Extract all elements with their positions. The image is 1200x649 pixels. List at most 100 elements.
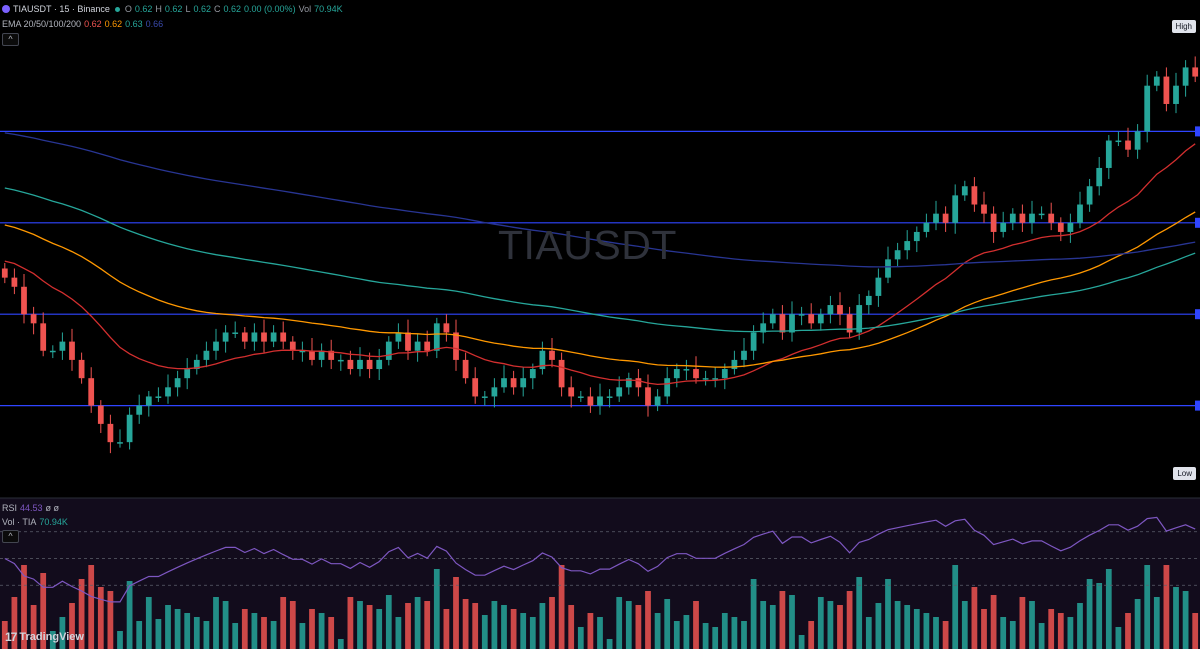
volume-bar bbox=[453, 577, 459, 649]
candle-body bbox=[587, 396, 594, 406]
volume-bar bbox=[318, 613, 325, 649]
candle-body bbox=[904, 241, 911, 251]
candle-body bbox=[174, 378, 181, 388]
candle-body bbox=[481, 396, 488, 398]
volume-bar bbox=[568, 605, 575, 649]
candle-body bbox=[942, 213, 949, 223]
candle-body bbox=[673, 369, 680, 379]
ema-legend[interactable]: EMA 20/50/100/200 0.62 0.62 0.63 0.66 bbox=[2, 19, 163, 29]
volume-bar bbox=[1086, 579, 1093, 649]
candle-body bbox=[625, 378, 632, 388]
candle-body bbox=[1192, 67, 1199, 77]
candle-body bbox=[309, 350, 315, 360]
candle-body bbox=[1000, 222, 1007, 232]
volume-bar bbox=[875, 603, 882, 649]
volume-bar bbox=[693, 601, 699, 649]
candle-body bbox=[69, 341, 75, 360]
volume-bar bbox=[1163, 565, 1170, 649]
volume-bar bbox=[529, 617, 536, 649]
candle-body bbox=[894, 250, 901, 260]
volume-bar bbox=[1, 621, 8, 649]
volume-bar bbox=[443, 609, 450, 649]
volume-bar bbox=[69, 603, 75, 649]
volume-bar bbox=[789, 595, 795, 649]
volume-bar bbox=[664, 599, 671, 649]
volume-bar bbox=[510, 609, 517, 649]
rsi-legend[interactable]: RSI 44.53 ø ø bbox=[2, 503, 59, 513]
candle-body bbox=[721, 369, 728, 379]
volume-bar bbox=[741, 621, 747, 649]
volume-bar bbox=[107, 591, 114, 649]
candle-body bbox=[597, 396, 603, 406]
candle-body bbox=[136, 405, 143, 415]
volume-bar bbox=[952, 565, 959, 649]
candle-body bbox=[1163, 76, 1170, 104]
volume-bar bbox=[625, 601, 632, 649]
candle-body bbox=[1048, 213, 1055, 223]
volume-bar bbox=[462, 599, 469, 649]
candle-body bbox=[510, 378, 517, 388]
candle-body bbox=[30, 314, 37, 324]
volume-bar bbox=[913, 609, 920, 649]
symbol-title[interactable]: TIAUSDT · 15 · Binance bbox=[13, 4, 110, 14]
candle-body bbox=[645, 387, 651, 406]
candle-body bbox=[1, 268, 8, 278]
volume-bar bbox=[59, 617, 66, 649]
open-key: O bbox=[124, 4, 132, 14]
volume-bar bbox=[1173, 587, 1179, 649]
candle-body bbox=[232, 332, 239, 334]
candle-body bbox=[827, 305, 834, 315]
candle-body bbox=[1077, 204, 1083, 223]
volume-legend[interactable]: Vol · TIA 70.94K bbox=[2, 517, 68, 527]
candle-body bbox=[933, 213, 939, 223]
ema50-value: 0.62 bbox=[104, 19, 123, 29]
candle-body bbox=[664, 378, 671, 397]
candle-body bbox=[529, 369, 536, 379]
candle-body bbox=[491, 387, 498, 397]
volume-bar bbox=[261, 617, 267, 649]
high-price-label: High bbox=[1171, 20, 1196, 33]
candle-body bbox=[405, 332, 411, 351]
volume-bar bbox=[865, 617, 872, 649]
candle-body bbox=[913, 231, 920, 242]
candle-body bbox=[385, 341, 392, 360]
volume-bar bbox=[203, 621, 210, 649]
volume-bar bbox=[155, 619, 162, 649]
candle-body bbox=[40, 323, 47, 351]
volume-bar bbox=[721, 613, 728, 649]
symbol-legend: TIAUSDT · 15 · Binance O 0.62 H 0.62 L 0.62… bbox=[2, 4, 343, 14]
collapse-indicators-button[interactable]: ^ bbox=[2, 530, 19, 543]
high-value: 0.62 bbox=[164, 4, 183, 14]
candle-body bbox=[347, 359, 354, 370]
volume-bar bbox=[981, 609, 987, 649]
volume-bar bbox=[1067, 617, 1074, 649]
candle-body bbox=[270, 332, 277, 342]
candle-body bbox=[453, 332, 459, 360]
candle-body bbox=[107, 423, 114, 443]
candle-body bbox=[117, 442, 123, 444]
candle-body bbox=[558, 359, 565, 388]
volume-bar bbox=[942, 621, 949, 649]
volume-bar bbox=[405, 603, 411, 649]
ema20-line bbox=[4, 143, 1196, 386]
candle-body bbox=[1153, 76, 1160, 86]
volume-bar bbox=[1077, 603, 1083, 649]
volume-bar bbox=[731, 617, 738, 649]
volume-bar bbox=[616, 597, 623, 649]
volume-bar bbox=[270, 621, 277, 649]
candle-body bbox=[11, 277, 18, 287]
volume-bar bbox=[779, 591, 786, 649]
volume-bar bbox=[1029, 601, 1035, 649]
volume-bar bbox=[1057, 613, 1064, 649]
candle-body bbox=[1067, 222, 1074, 232]
candle-body bbox=[184, 369, 191, 379]
volume-bar bbox=[193, 617, 200, 649]
candle-body bbox=[971, 186, 978, 205]
volume-bar bbox=[97, 587, 104, 649]
volume-bar bbox=[289, 601, 296, 649]
collapse-legend-button[interactable]: ^ bbox=[2, 33, 19, 46]
candle-body bbox=[865, 295, 872, 306]
candle-body bbox=[59, 341, 66, 351]
